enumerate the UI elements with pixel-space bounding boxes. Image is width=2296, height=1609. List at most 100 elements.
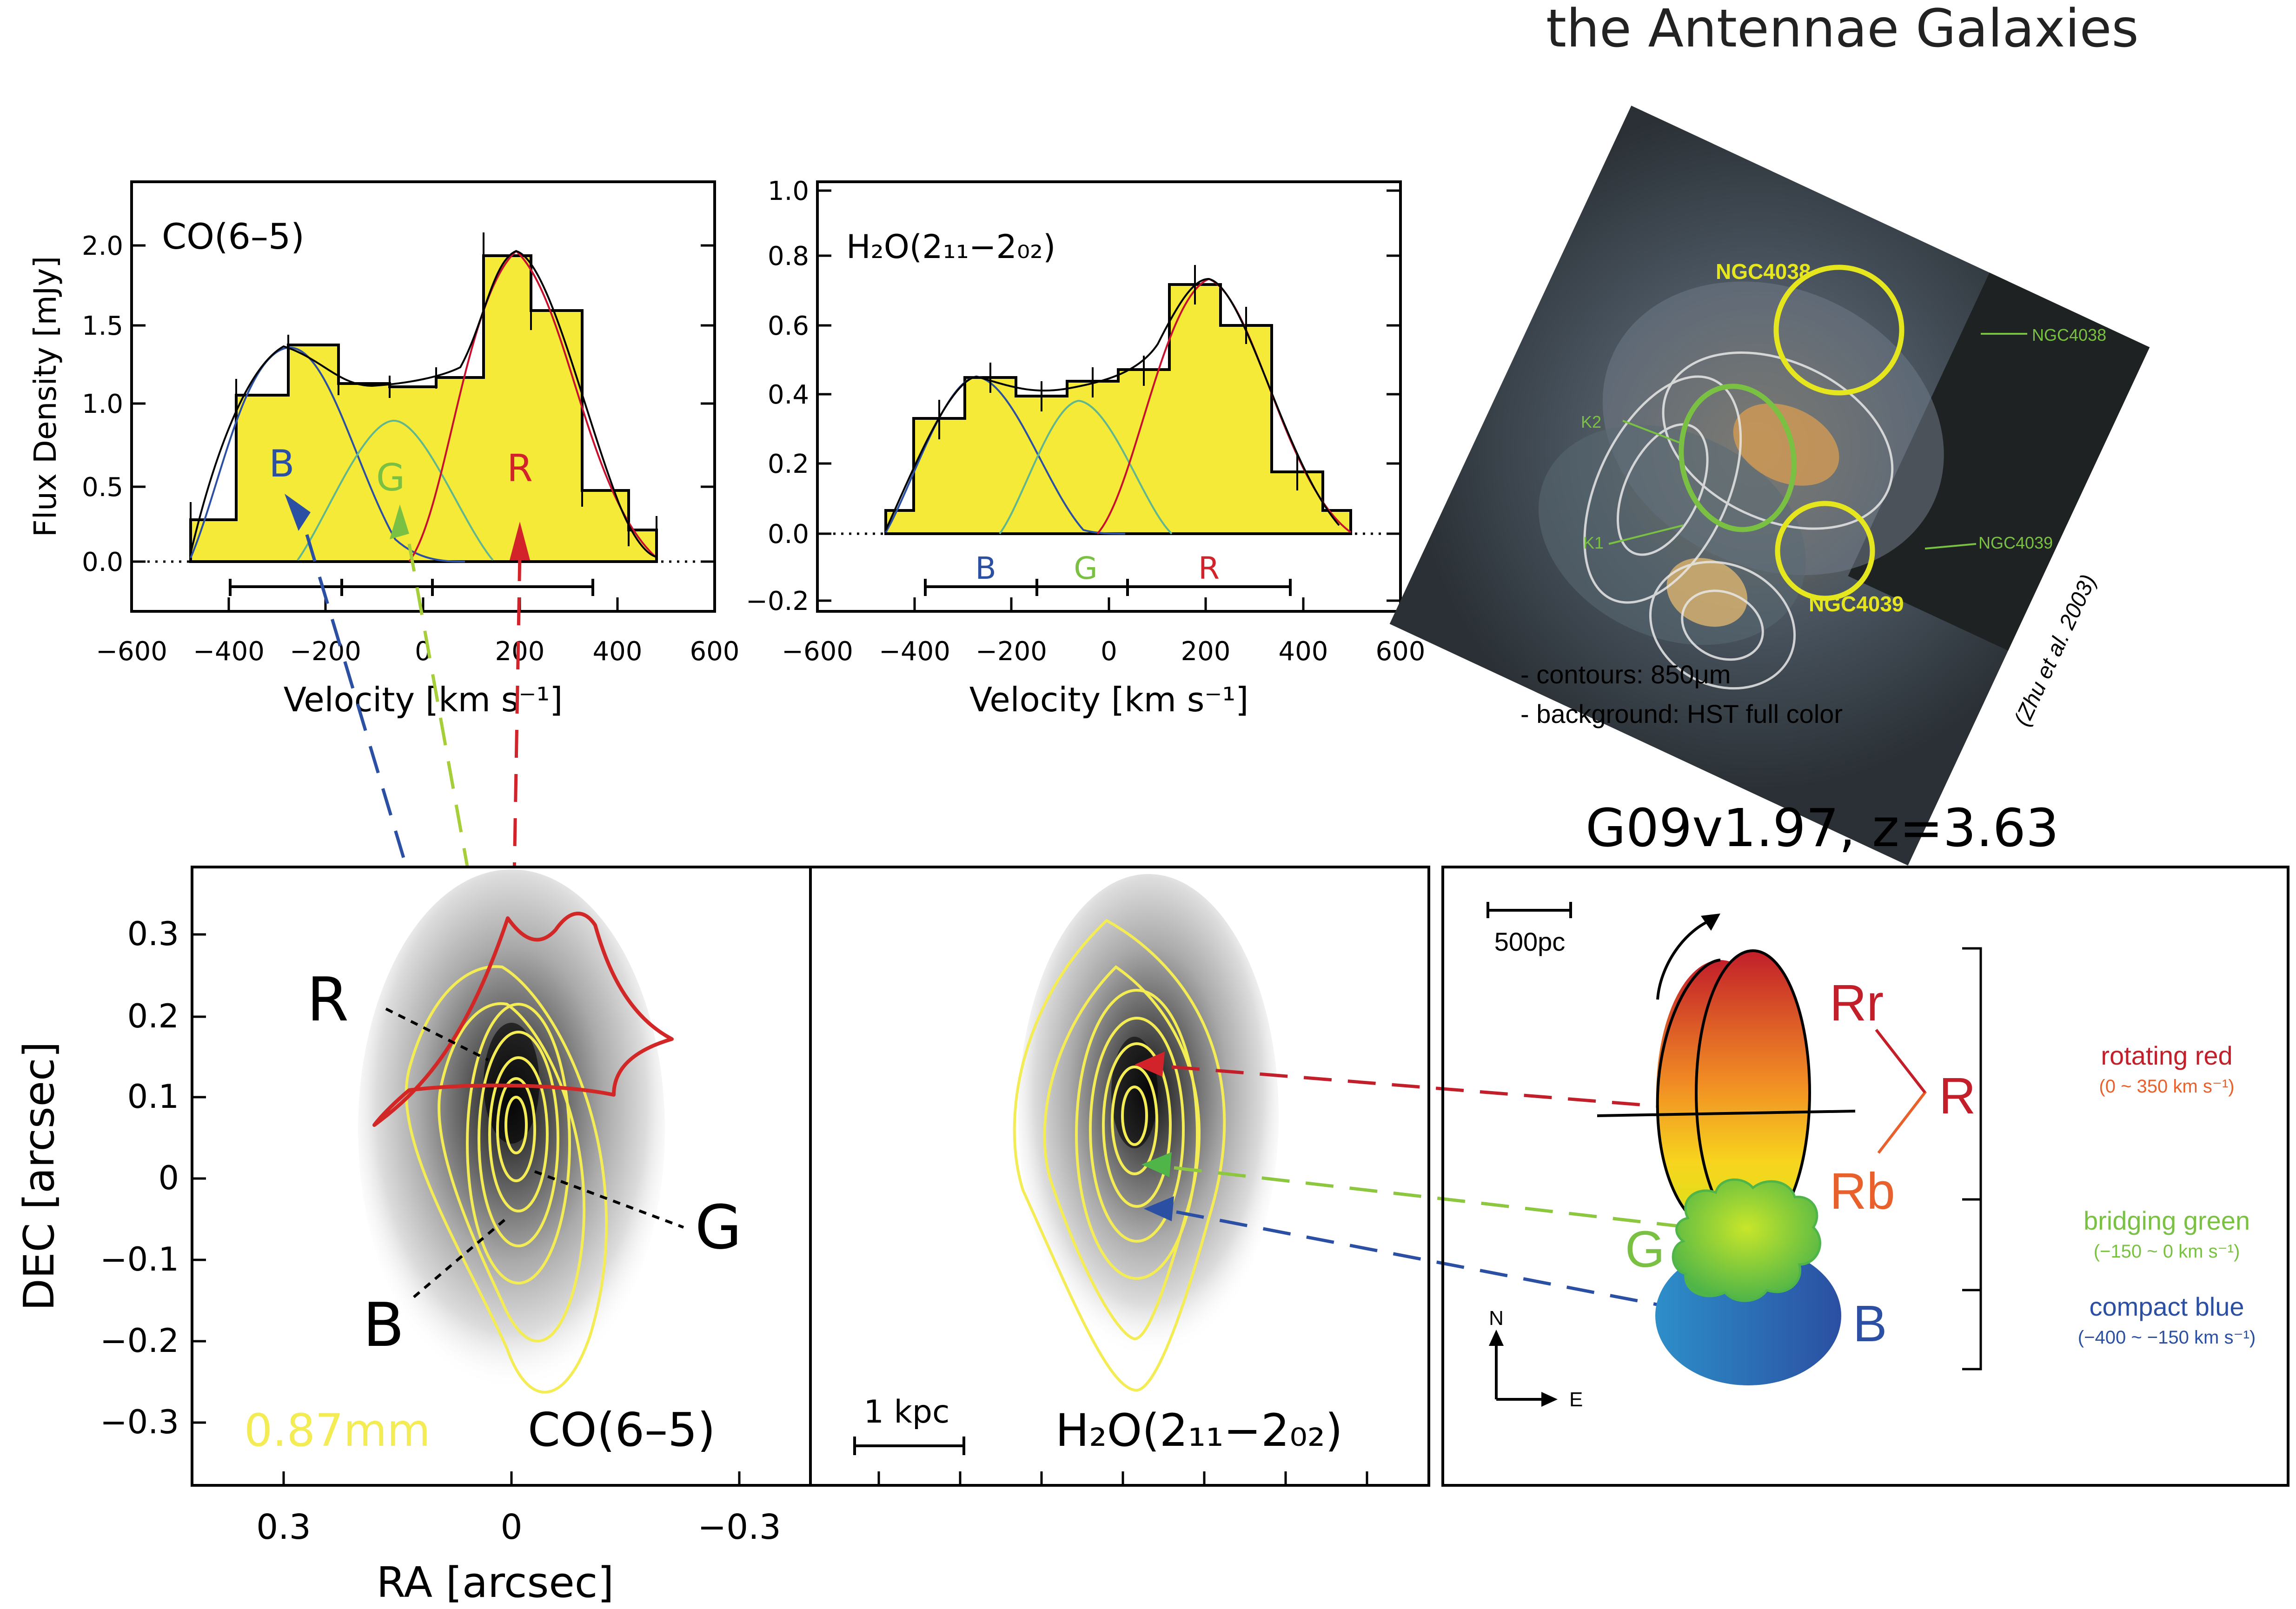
h2o-ytick-1: 0.0 <box>768 519 809 550</box>
co-xlabel: Velocity [km s⁻¹] <box>284 680 563 719</box>
model-title: G09v1.97, z=3.63 <box>1586 798 2059 859</box>
h2o-error-bars <box>938 265 1298 490</box>
co-xtick-0: −600 <box>96 636 167 667</box>
h2o-xticks <box>816 597 1305 611</box>
co-map-panel: 0.3 0.2 0.1 0 −0.1 −0.2 −0.3 0.3 0 −0.3 … <box>15 866 812 1607</box>
co-ytick-1: 0.5 <box>82 472 123 503</box>
ngc4039-circle <box>1775 501 1875 601</box>
compass <box>1495 1339 1548 1401</box>
h2o-blue-gaussian <box>885 375 1126 535</box>
h2o-map-xticks <box>877 1471 1368 1485</box>
ngc4039-pointer <box>1924 543 1977 550</box>
rotating-disk <box>1597 949 1856 1236</box>
h2o-xtick-5: 400 <box>1279 636 1328 667</box>
velocity-bracket <box>1962 947 1982 1371</box>
co-map-ytick-1: 0.2 <box>127 997 179 1035</box>
h2o-map-line-label: H₂O(2₁₁−2₀₂) <box>1055 1404 1343 1457</box>
compass-east-arrowhead <box>1541 1392 1558 1407</box>
h2o-label-r: R <box>1198 550 1220 586</box>
component-red-range: (0 ~ 350 km s⁻¹) <box>2099 1076 2234 1097</box>
co-map-contours <box>405 965 608 1394</box>
co-ytick-0: 0.0 <box>82 547 123 577</box>
co-xtick-6: 600 <box>690 636 740 667</box>
h2o-xtick-1: −400 <box>879 636 950 667</box>
model-label-b: B <box>1853 1295 1887 1352</box>
h2o-xtick-6: 600 <box>1376 636 1426 667</box>
model-panel: G09v1.97, z=3.63 500pc Rr Rb R G B <box>1441 798 2289 1487</box>
ngc4039-green-label: NGC4039 <box>1978 533 2053 552</box>
map-to-model-connectors <box>1171 1065 1749 1322</box>
compass-n: N <box>1489 1307 1504 1330</box>
co-map-point-r: R <box>307 964 349 1035</box>
component-blue-range: (−400 ~ −150 km s⁻¹) <box>2078 1327 2256 1348</box>
rotation-arrowhead <box>1701 914 1720 931</box>
k1-pointer <box>1608 524 1684 545</box>
co-line-label: CO(6–5) <box>162 216 305 257</box>
h2o-spectrum-panel: −0.2 0.0 0.2 0.4 0.6 0.8 1.0 −600 −400 −… <box>746 176 1425 719</box>
co-map-ytick-3: 0 <box>158 1159 179 1197</box>
co-label-b: B <box>269 442 295 485</box>
co-yticks <box>132 244 715 563</box>
h2o-map-panel: 1 kpc H₂O(2₁₁−2₀₂) <box>809 866 1430 1487</box>
k2-pointer <box>1622 420 1684 445</box>
co-map-point-b: B <box>363 1290 404 1360</box>
co-spectrum-panel: 0.0 0.5 1.0 1.5 2.0 −600 −400 −200 0 200… <box>27 180 740 719</box>
co-map-xtick-0: 0.3 <box>256 1507 311 1547</box>
antennae-panel: the Antennae Galaxies NGC4038 NGC4038 <box>1389 0 2150 866</box>
h2o-xtick-4: 200 <box>1181 636 1231 667</box>
h2o-green-gaussian <box>999 399 1173 535</box>
co-map-ytick-2: 0.1 <box>127 1078 179 1116</box>
h2o-line-label: H₂O(2₁₁−2₀₂) <box>846 228 1055 266</box>
co-green-gaussian <box>297 419 494 561</box>
co-green-arrowhead <box>390 504 409 539</box>
component-red-name: rotating red <box>2101 1041 2232 1070</box>
h2o-ytick-0: −0.2 <box>746 586 809 616</box>
co-map-pointers <box>385 1007 684 1298</box>
h2o-velocity-range-bar <box>924 579 1292 596</box>
co-total-fit <box>190 250 657 558</box>
h2o-ytick-2: 0.2 <box>768 449 809 479</box>
co-map-ytick-0: 0.3 <box>127 915 179 953</box>
model-frame <box>1441 866 2289 1487</box>
model-label-r: R <box>1939 1067 1976 1125</box>
h2o-xlabel: Velocity [km s⁻¹] <box>969 680 1249 719</box>
co-ytick-3: 1.5 <box>82 311 123 341</box>
antennae-note-contours: - contours: 850μm <box>1520 660 1731 689</box>
compass-e: E <box>1569 1388 1583 1411</box>
co-map-ytick-5: −0.2 <box>100 1322 179 1360</box>
h2o-map-scalebar <box>853 1437 965 1455</box>
co-velocity-range-bar <box>229 579 594 596</box>
co-ylabel: Flux Density [mJy] <box>27 256 63 537</box>
co-xticks <box>130 597 619 611</box>
model-scalebar-label: 500pc <box>1494 927 1566 956</box>
co-label-r: R <box>507 447 533 490</box>
component-blue-name: compact blue <box>2089 1292 2244 1321</box>
h2o-yticks <box>817 189 1400 602</box>
h2o-xtick-2: −200 <box>975 636 1047 667</box>
ngc4038-yellow-label: NGC4038 <box>1716 259 1811 284</box>
h2o-label-g: G <box>1074 550 1097 586</box>
co-label-g: G <box>376 456 405 499</box>
h2o-ytick-3: 0.4 <box>768 380 809 410</box>
co-error-bars <box>190 232 657 546</box>
h2o-ytick-4: 0.6 <box>768 311 809 341</box>
co-red-arrowhead <box>510 522 530 560</box>
antennae-title: the Antennae Galaxies <box>1546 0 2139 59</box>
co-map-xtick-2: −0.3 <box>697 1507 781 1547</box>
co-ytick-2: 1.0 <box>82 389 123 419</box>
k2-label: K2 <box>1581 412 1601 431</box>
co-map-ytick-4: −0.1 <box>100 1240 179 1278</box>
hst-image <box>1389 106 2150 866</box>
component-green-range: (−150 ~ 0 km s⁻¹) <box>2094 1241 2240 1262</box>
k2-ellipse <box>1679 384 1797 532</box>
co-map-xticks <box>282 1471 741 1485</box>
h2o-map-contours <box>1013 919 1226 1392</box>
model-scalebar <box>1486 902 1572 918</box>
h2o-spectrum-histogram <box>884 283 1352 535</box>
bridging-green-cloud <box>1672 1178 1821 1302</box>
h2o-ytick-5: 0.8 <box>768 241 809 271</box>
co-map-continuum-label: 0.87mm <box>244 1404 431 1457</box>
co-xtick-4: 200 <box>495 636 545 667</box>
compass-north-arrowhead <box>1489 1330 1504 1346</box>
co-map-line-label: CO(6–5) <box>528 1403 716 1457</box>
